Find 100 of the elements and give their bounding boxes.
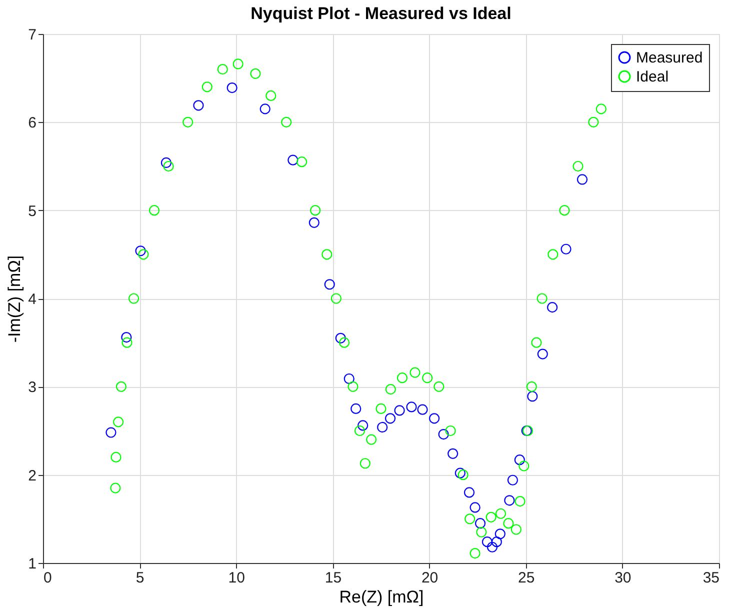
point <box>491 536 502 548</box>
x-tick-label: 30 <box>614 570 632 586</box>
point <box>417 404 428 415</box>
point <box>518 460 530 472</box>
point <box>448 448 458 459</box>
point <box>202 82 212 92</box>
point <box>377 422 388 433</box>
point <box>406 402 417 412</box>
point <box>510 524 522 535</box>
point <box>536 293 548 304</box>
point <box>266 90 276 101</box>
x-tick-label: 20 <box>421 570 438 586</box>
y-tick-label: 4 <box>28 291 36 308</box>
point <box>396 372 408 384</box>
point <box>422 372 433 384</box>
point <box>410 367 420 378</box>
x-tick-label: 25 <box>518 570 535 586</box>
x-tick-label: 35 <box>702 570 720 586</box>
x-axis-title: Re(Z) [mΩ] <box>339 588 424 606</box>
point <box>350 403 362 414</box>
point <box>486 542 498 552</box>
point <box>217 64 228 75</box>
point <box>576 174 588 185</box>
point <box>458 470 468 480</box>
point <box>232 58 244 70</box>
x-tick-label: 0 <box>44 570 52 586</box>
point <box>596 104 606 114</box>
point <box>110 452 122 462</box>
point <box>322 249 332 260</box>
x-tick-label: 15 <box>324 570 342 586</box>
point <box>288 154 298 166</box>
point <box>547 302 558 313</box>
point <box>537 348 548 360</box>
point <box>495 508 506 519</box>
point <box>434 381 444 392</box>
point <box>385 384 396 395</box>
point <box>122 337 132 348</box>
point <box>116 381 127 392</box>
point <box>464 514 476 524</box>
point <box>113 416 124 428</box>
point <box>121 332 132 343</box>
y-axis-title: -Im(Z) [mΩ] <box>5 255 24 343</box>
point <box>438 428 449 440</box>
point <box>507 474 518 486</box>
y-tick-label: 7 <box>28 26 36 44</box>
point <box>128 293 140 304</box>
point <box>572 160 584 172</box>
point <box>138 249 149 260</box>
point <box>160 157 172 168</box>
point <box>250 68 261 79</box>
point <box>470 548 480 559</box>
point <box>394 405 405 416</box>
point <box>548 249 558 260</box>
y-tick-label: 6 <box>28 114 36 132</box>
point <box>531 337 542 348</box>
point <box>335 332 346 344</box>
point <box>324 279 335 290</box>
point <box>470 502 480 513</box>
point <box>503 518 514 529</box>
point <box>560 244 572 254</box>
point <box>358 420 368 431</box>
x-tick-label: 10 <box>228 570 245 586</box>
y-tick-label: 1 <box>28 556 36 572</box>
point <box>474 518 486 529</box>
point <box>494 528 506 540</box>
point <box>348 381 358 392</box>
legend-label: Ideal <box>636 68 669 86</box>
point <box>527 391 538 402</box>
point <box>482 536 493 548</box>
point <box>559 205 570 216</box>
point <box>106 427 116 438</box>
point <box>588 116 599 128</box>
point <box>514 454 525 466</box>
point <box>376 403 386 414</box>
point <box>193 100 204 111</box>
point <box>135 246 146 256</box>
point <box>476 526 487 538</box>
point <box>366 434 377 445</box>
point <box>296 156 308 168</box>
point <box>526 381 537 392</box>
y-tick-label: 3 <box>28 379 36 396</box>
x-tick-label: 5 <box>136 570 144 586</box>
legend-label: Measured <box>636 50 703 66</box>
point <box>281 116 292 128</box>
point <box>384 413 396 424</box>
point <box>308 217 320 228</box>
point <box>339 337 350 348</box>
point <box>310 205 321 216</box>
point <box>226 82 238 94</box>
point <box>182 116 194 128</box>
point <box>260 104 270 114</box>
point <box>163 160 174 172</box>
point <box>454 468 466 478</box>
point <box>464 487 475 498</box>
y-tick-label: 5 <box>28 202 36 220</box>
point <box>504 495 515 506</box>
point <box>344 373 354 384</box>
point <box>429 413 440 424</box>
point <box>148 205 160 216</box>
point <box>514 496 526 507</box>
